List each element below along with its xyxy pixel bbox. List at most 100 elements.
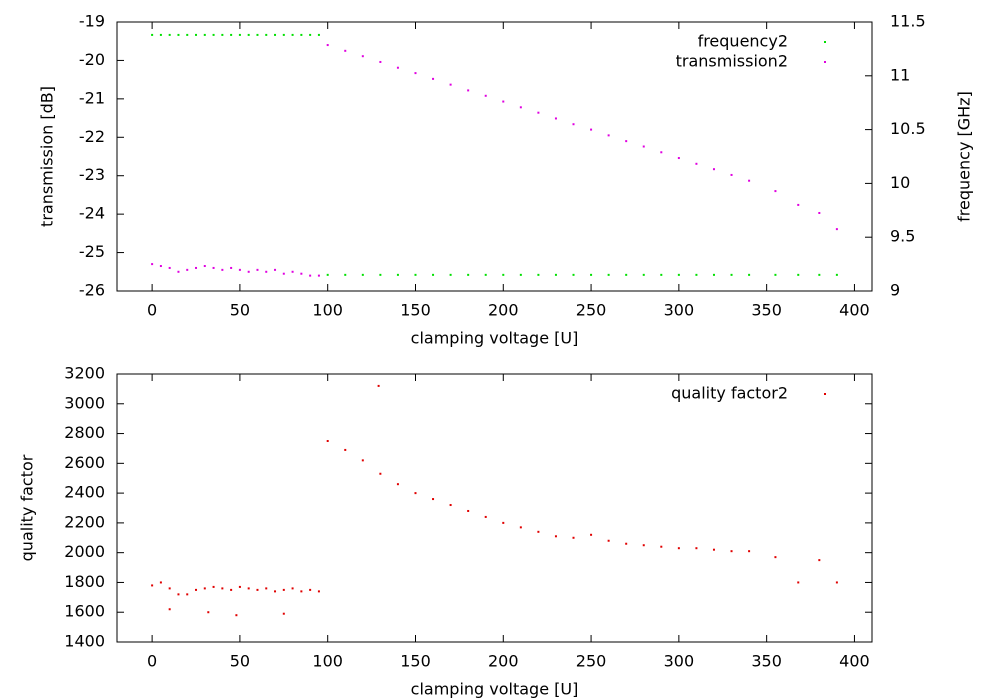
- data-point: [186, 268, 189, 271]
- data-point: [818, 559, 821, 562]
- y2-tick-label: 11.5: [890, 12, 926, 31]
- data-point: [467, 273, 470, 276]
- data-point: [256, 268, 259, 271]
- data-point: [282, 33, 285, 36]
- data-point: [537, 530, 540, 533]
- data-point: [572, 123, 575, 126]
- legend-marker: [824, 41, 826, 43]
- data-point: [168, 587, 171, 590]
- data-point: [625, 542, 628, 545]
- data-point: [238, 268, 241, 271]
- data-point: [195, 588, 198, 591]
- data-point: [317, 590, 320, 593]
- legend-label: frequency2: [698, 32, 788, 51]
- y-tick-label: 2200: [64, 512, 105, 531]
- data-point: [207, 611, 210, 614]
- data-point: [282, 272, 285, 275]
- data-point: [203, 587, 206, 590]
- data-point: [712, 168, 715, 171]
- data-point: [230, 266, 233, 269]
- x-tick-label: 0: [147, 652, 157, 671]
- data-point: [344, 273, 347, 276]
- data-point: [300, 33, 303, 36]
- data-point: [607, 539, 610, 542]
- data-point: [748, 550, 751, 553]
- data-point: [484, 515, 487, 518]
- y-tick-label: -21: [79, 88, 105, 107]
- data-point: [797, 203, 800, 206]
- data-point: [835, 273, 838, 276]
- data-point: [797, 273, 800, 276]
- data-point: [317, 33, 320, 36]
- y-tick-label: 2400: [64, 483, 105, 502]
- data-point: [730, 173, 733, 176]
- data-point: [607, 134, 610, 137]
- data-point: [168, 266, 171, 269]
- x-tick-label: 200: [488, 301, 519, 320]
- data-point: [377, 384, 380, 387]
- legend-marker: [824, 61, 826, 63]
- data-point: [677, 273, 680, 276]
- data-point: [195, 266, 198, 269]
- data-point: [361, 55, 364, 58]
- data-point: [677, 547, 680, 550]
- y-tick-label: -23: [79, 165, 105, 184]
- data-point: [449, 273, 452, 276]
- data-point: [186, 33, 189, 36]
- data-point: [748, 273, 751, 276]
- data-point: [554, 273, 557, 276]
- data-point: [712, 548, 715, 551]
- data-point: [309, 33, 312, 36]
- data-point: [379, 273, 382, 276]
- data-point: [256, 33, 259, 36]
- data-point: [265, 270, 268, 273]
- data-point: [168, 33, 171, 36]
- data-point: [414, 72, 417, 75]
- data-point: [159, 33, 162, 36]
- data-point: [590, 533, 593, 536]
- data-point: [309, 588, 312, 591]
- data-point: [730, 550, 733, 553]
- x-tick-label: 250: [576, 301, 607, 320]
- data-point: [467, 89, 470, 92]
- data-point: [247, 33, 250, 36]
- data-point: [274, 590, 277, 593]
- data-point: [519, 526, 522, 529]
- data-point: [695, 547, 698, 550]
- data-point: [151, 584, 154, 587]
- data-point: [449, 83, 452, 86]
- data-point: [642, 273, 645, 276]
- plot-frame: [116, 21, 873, 292]
- data-point: [379, 472, 382, 475]
- data-point: [379, 60, 382, 63]
- data-point: [774, 556, 777, 559]
- data-point: [774, 273, 777, 276]
- data-point: [642, 145, 645, 148]
- data-point: [247, 270, 250, 273]
- data-point: [282, 588, 285, 591]
- data-point: [660, 545, 663, 548]
- data-point: [695, 162, 698, 165]
- x-tick-label: 50: [230, 301, 250, 320]
- data-point: [590, 273, 593, 276]
- data-point: [168, 608, 171, 611]
- data-point: [432, 498, 435, 501]
- data-point: [212, 585, 215, 588]
- data-point: [414, 273, 417, 276]
- data-point: [300, 272, 303, 275]
- data-point: [159, 265, 162, 268]
- x-tick-label: 350: [751, 301, 782, 320]
- y2-tick-label: 9.5: [890, 227, 915, 246]
- data-point: [361, 459, 364, 462]
- data-point: [256, 588, 259, 591]
- data-point: [326, 44, 329, 47]
- data-point: [502, 273, 505, 276]
- data-point: [625, 273, 628, 276]
- data-point: [660, 151, 663, 154]
- x-tick-label: 350: [751, 652, 782, 671]
- y-tick-label: -19: [79, 12, 105, 31]
- y-tick-label: -26: [79, 281, 105, 300]
- data-point: [712, 273, 715, 276]
- data-point: [537, 273, 540, 276]
